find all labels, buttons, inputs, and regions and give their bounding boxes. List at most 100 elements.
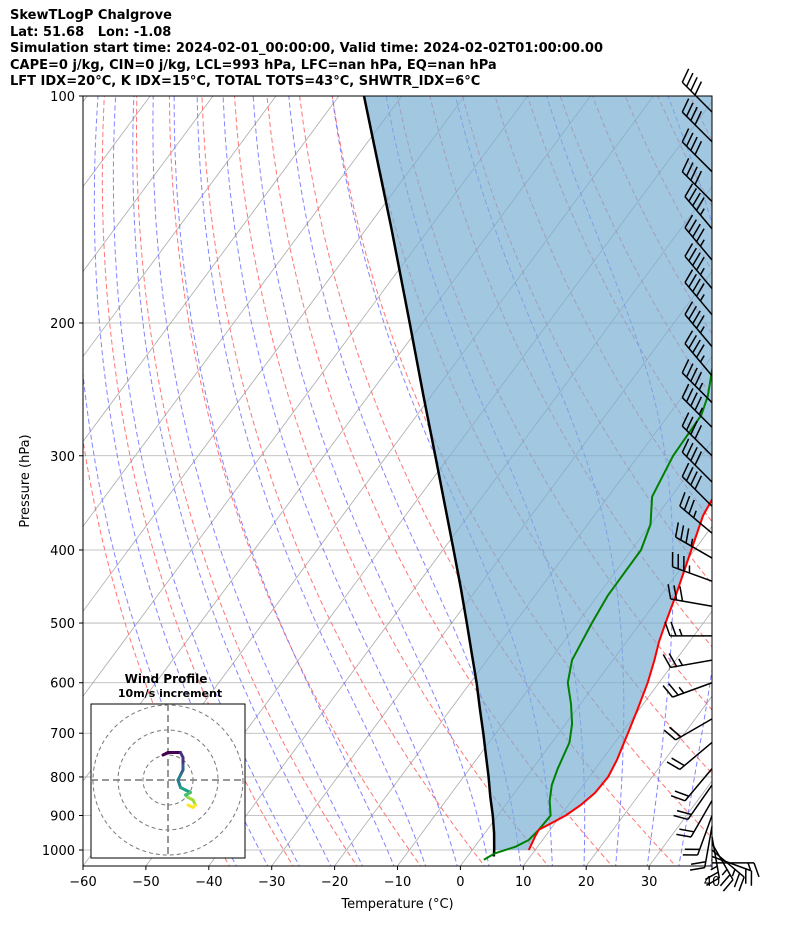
y-tick-label: 100 xyxy=(50,90,75,105)
barb-flag xyxy=(689,866,705,871)
wind-barb xyxy=(681,128,713,173)
moist-adiabat xyxy=(196,96,427,866)
barb-flag xyxy=(674,522,680,538)
dry-adiabat xyxy=(723,96,794,869)
y-tick-label: 200 xyxy=(50,317,75,332)
wind-barbs xyxy=(662,68,760,892)
barb-flag xyxy=(681,359,690,374)
wind-barb xyxy=(673,784,713,821)
barb-flag xyxy=(685,363,694,378)
barb-flag xyxy=(695,256,705,271)
wind-barb xyxy=(664,621,712,637)
barb-staff xyxy=(711,849,745,878)
barb-flag xyxy=(692,310,701,325)
dewpoint-line xyxy=(483,366,712,861)
y-tick-label: 800 xyxy=(50,771,75,786)
cape-line: CAPE=0 j/kg, CIN=0 j/kg, LCL=993 hPa, LF… xyxy=(10,57,497,73)
barb-staff xyxy=(684,343,713,377)
barb-flag xyxy=(684,269,694,283)
isotherm-line xyxy=(83,96,466,612)
wind-barb xyxy=(681,438,713,483)
barb-staff xyxy=(681,476,713,507)
barb-flag xyxy=(674,790,690,797)
wind-barb xyxy=(684,214,713,261)
barb-flag xyxy=(681,438,690,453)
barb-flag xyxy=(680,525,685,541)
barb-flag xyxy=(681,412,690,427)
dry-adiabat xyxy=(135,96,358,866)
wind-barb xyxy=(667,584,713,607)
barb-flag xyxy=(694,475,703,490)
barb-staff xyxy=(672,682,713,698)
barb-flag xyxy=(688,187,698,202)
barb-flag xyxy=(670,621,677,637)
wind-barb xyxy=(684,330,713,377)
barb-flag xyxy=(690,860,706,865)
moist-adiabat xyxy=(112,96,300,866)
barb-flag xyxy=(692,339,701,354)
barb-flag xyxy=(753,862,760,878)
barb-staff xyxy=(696,815,713,856)
barb-flag xyxy=(685,467,694,482)
barb-flag xyxy=(722,879,734,892)
indices-line: LFT IDX=20°C, K IDX=15°C, TOTAL TOTS=43°… xyxy=(10,74,481,89)
barb-flag xyxy=(669,726,682,738)
wind-barb xyxy=(671,551,713,582)
hodograph-title: Wind Profile xyxy=(125,672,208,686)
hodograph-subtitle: 10m/s increment xyxy=(118,687,222,700)
x-tick-label: 40 xyxy=(704,875,721,890)
y-tick-label: 400 xyxy=(50,544,75,559)
barb-flag xyxy=(688,335,698,349)
wind-barb xyxy=(674,522,713,559)
barb-flag xyxy=(683,495,691,511)
barb-staff xyxy=(684,196,713,230)
barb-staff xyxy=(687,784,713,820)
moist-adiabat xyxy=(132,96,332,866)
dry-adiabat xyxy=(168,96,422,866)
barb-flag xyxy=(694,451,703,466)
barb-staff xyxy=(681,171,713,203)
barb-staff xyxy=(684,282,713,316)
barb-flag xyxy=(667,584,672,600)
barb-flag xyxy=(685,442,694,457)
isotherm-line xyxy=(83,96,403,528)
barb-flag xyxy=(685,416,694,431)
dry-adiabat xyxy=(396,96,712,711)
barb-flag xyxy=(704,871,719,881)
chart-axes: −60 −50 −40 −30 −20 −10 0 10 20 30 40 100 200 300 400 5… xyxy=(42,90,720,890)
barb-half-flag xyxy=(699,267,705,276)
wind-barb xyxy=(711,855,753,886)
x-tick-label: 10 xyxy=(515,875,532,890)
isotherm-line xyxy=(585,695,712,866)
y-tick-label: 500 xyxy=(50,617,75,632)
barb-staff xyxy=(681,141,713,173)
barb-flag xyxy=(662,685,674,698)
barb-flag xyxy=(681,158,690,173)
barb-half-flag xyxy=(747,862,752,871)
x-tick-label: −60 xyxy=(69,875,96,890)
x-tick-label: 20 xyxy=(578,875,595,890)
barb-flag xyxy=(695,197,705,211)
barb-flag xyxy=(694,140,703,156)
barb-flag xyxy=(690,420,698,435)
wind-barb xyxy=(681,98,713,143)
barb-staff xyxy=(684,255,713,289)
barb-half-flag xyxy=(699,208,705,216)
barb-flag xyxy=(673,814,689,821)
x-tick-label: −40 xyxy=(195,875,222,890)
barb-flag xyxy=(681,383,690,398)
moist-adiabat xyxy=(252,96,490,866)
wind-barb xyxy=(684,183,713,230)
barb-staff xyxy=(681,81,713,113)
barb-flag xyxy=(694,371,703,386)
barb-flag xyxy=(685,102,694,117)
barb-half-flag xyxy=(698,382,704,391)
barb-flag xyxy=(668,653,678,667)
barb-flag xyxy=(690,136,698,151)
barb-flag xyxy=(688,219,698,233)
barb-staff xyxy=(681,111,713,143)
barb-flag xyxy=(688,499,695,515)
dry-adiabat xyxy=(266,96,613,866)
chart-title: SkewTLogP Chalgrove xyxy=(10,8,172,23)
